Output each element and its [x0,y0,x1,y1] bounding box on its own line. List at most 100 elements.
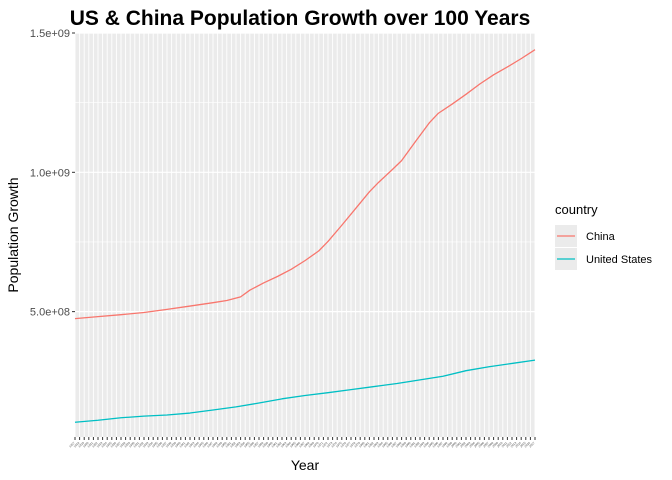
x-tick-label: 2011 [501,441,509,449]
x-tick-label: 2007 [482,441,490,449]
chart-title: US & China Population Growth over 100 Ye… [70,7,531,30]
x-tick-label: 1927 [114,441,122,449]
x-tick-label: 1926 [110,441,118,449]
x-tick-label: 1983 [372,441,380,449]
x-tick-label: 1966 [294,441,302,449]
x-tick-label: 1957 [252,441,260,449]
x-tick-label: 1920 [82,441,90,449]
x-tick-label: 2006 [478,441,486,449]
x-tick-label: 1994 [422,441,430,449]
x-axis-title: Year [291,457,320,473]
x-tick-label: 1978 [349,441,357,449]
x-tick-label: 1963 [280,441,288,449]
x-tick-label: 1930 [128,441,136,449]
x-tick-label: 1984 [376,441,384,449]
x-tick-label: 1985 [381,441,389,449]
x-tick-label: 1999 [445,441,453,449]
x-tick-label: 2003 [464,441,472,449]
x-tick-label: 1991 [409,441,417,449]
x-tick-label: 1958 [257,441,265,449]
x-tick-label: 1981 [363,441,371,449]
x-tick-label: 1961 [271,441,279,449]
x-tick-label: 1970 [312,441,320,449]
x-tick-label: 1993 [418,441,426,449]
x-tick-label: 1968 [303,441,311,449]
x-tick-label: 1923 [96,441,104,449]
x-tick-label: 1929 [123,441,131,449]
x-tick-label: 1951 [225,441,233,449]
x-axis: 1917191819191920192119221923192419251926… [68,437,536,448]
legend: country China United States [555,202,653,270]
x-tick-label: 2014 [514,441,522,449]
x-tick-label: 1965 [289,441,297,449]
x-tick-label: 1992 [413,441,421,449]
x-tick-label: 1996 [432,441,440,449]
x-tick-label: 1953 [234,441,242,449]
x-tick-label: 1975 [335,441,343,449]
x-tick-label: 2004 [468,441,476,449]
x-tick-label: 2015 [519,441,527,449]
x-tick-label: 2000 [450,441,458,449]
legend-item: United States [555,248,653,270]
x-tick-label: 1997 [436,441,444,449]
x-tick-label: 1976 [340,441,348,449]
x-tick-label: 1950 [220,441,228,449]
x-tick-label: 1928 [119,441,127,449]
x-tick-label: 1942 [183,441,191,449]
legend-title: country [555,202,598,217]
x-tick-label: 1925 [105,441,113,449]
x-tick-label: 1982 [367,441,375,449]
x-tick-label: 1977 [344,441,352,449]
x-tick-label: 1986 [386,441,394,449]
x-tick-label: 1952 [229,441,237,449]
x-tick-label: 1989 [399,441,407,449]
x-tick-label: 1974 [330,441,338,449]
y-tick-label: 1.0e+09 [30,167,70,179]
y-tick-label: 5.0e+08 [30,307,70,319]
x-tick-label: 1946 [202,441,210,449]
x-tick-label: 1943 [188,441,196,449]
x-tick-label: 2010 [496,441,504,449]
x-tick-label: 1918 [73,441,81,449]
x-tick-label: 2002 [459,441,467,449]
x-tick-label: 2008 [487,441,495,449]
x-tick-label: 1962 [275,441,283,449]
x-tick-label: 1973 [326,441,334,449]
x-tick-label: 1955 [243,441,251,449]
series-lines [74,49,536,423]
x-tick-label: 1940 [174,441,182,449]
y-tick-label: 1.5e+09 [30,28,70,40]
x-tick-label: 1917 [68,441,76,449]
x-tick-label: 1936 [156,441,164,449]
x-tick-label: 1939 [169,441,177,449]
x-tick-label: 1988 [395,441,403,449]
x-tick-label: 1921 [87,441,95,449]
x-tick-label: 1987 [390,441,398,449]
x-tick-label: 1990 [404,441,412,449]
legend-item: China [555,225,616,247]
x-tick-label: 1995 [427,441,435,449]
x-tick-label: 1919 [77,441,85,449]
x-tick-label: 1956 [248,441,256,449]
x-tick-label: 1967 [298,441,306,449]
x-tick-label: 1969 [307,441,315,449]
x-tick-label: 1932 [137,441,145,449]
x-tick-label: 1960 [266,441,274,449]
x-tick-label: 2017 [528,441,536,449]
x-tick-label: 1941 [179,441,187,449]
series-line-china [74,49,536,320]
x-tick-label: 1949 [215,441,223,449]
y-axis: 5.0e+08 1.0e+09 1.5e+09 [30,28,75,319]
x-tick-label: 1924 [100,441,108,449]
x-tick-label: 1980 [358,441,366,449]
legend-label: United States [586,254,653,266]
x-tick-label: 1972 [321,441,329,449]
grid-lines [74,32,536,437]
series-line-united-states [74,359,536,423]
x-tick-label: 1947 [206,441,214,449]
x-tick-label: 2013 [510,441,518,449]
x-tick-label: 1934 [146,441,154,449]
x-tick-label: 1922 [91,441,99,449]
x-tick-label: 1935 [151,441,159,449]
